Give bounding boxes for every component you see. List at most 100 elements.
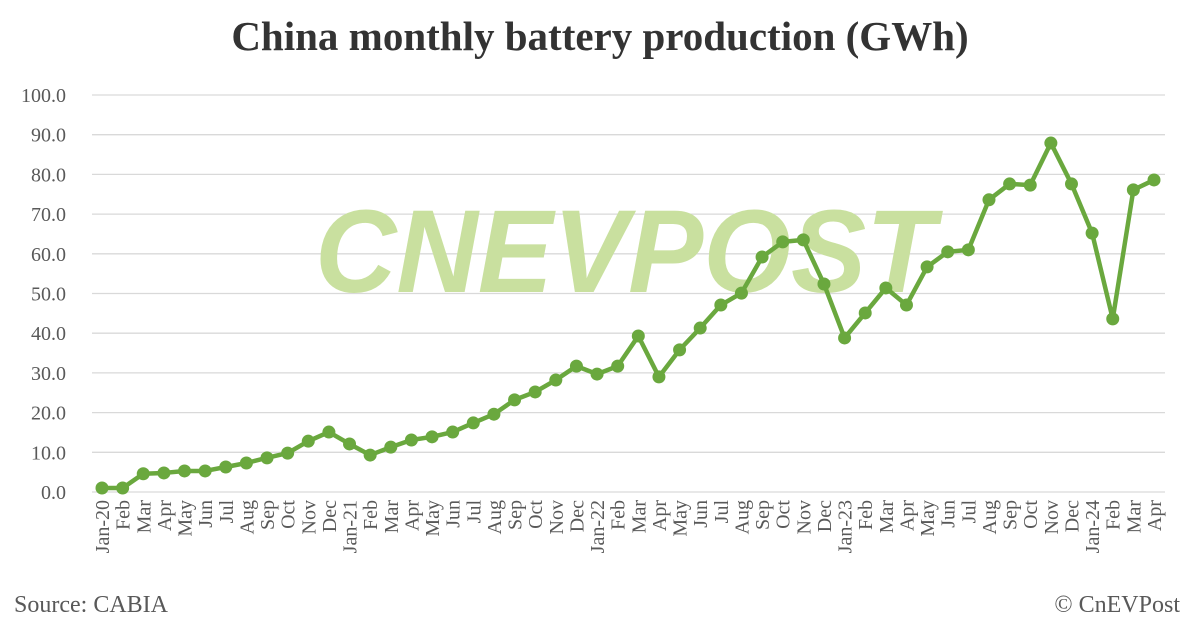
data-point <box>239 456 253 470</box>
data-point <box>281 446 295 460</box>
copyright-note: © CnEVPost <box>1054 592 1180 618</box>
data-point <box>899 298 913 312</box>
data-point <box>590 367 604 381</box>
data-point <box>549 373 563 387</box>
x-tick-label: Jan-24 <box>1082 500 1104 553</box>
data-point <box>198 464 212 478</box>
x-tick-label: Jan-23 <box>835 500 857 553</box>
y-tick-label: 100.0 <box>21 85 66 107</box>
data-point <box>116 481 130 495</box>
x-tick-label: Aug <box>236 500 258 534</box>
data-point <box>1147 173 1161 187</box>
x-tick-label: Aug <box>731 500 753 534</box>
x-tick-label: Sep <box>257 500 279 530</box>
x-tick-label: Sep <box>752 500 774 530</box>
x-tick-label: Jul <box>463 500 485 524</box>
x-tick-label: Apr <box>1144 500 1166 531</box>
data-point <box>941 245 955 259</box>
x-tick-label: Jul <box>958 500 980 524</box>
y-tick-label: 30.0 <box>31 363 66 385</box>
x-tick-label: May <box>917 500 939 537</box>
data-point <box>879 281 893 295</box>
x-tick-label: Feb <box>360 500 382 530</box>
data-point <box>95 481 109 495</box>
x-tick-label: May <box>670 500 692 537</box>
data-point <box>961 243 975 257</box>
data-point <box>982 193 996 207</box>
x-tick-label: Dec <box>566 500 588 532</box>
data-point <box>838 331 852 345</box>
data-point <box>1023 178 1037 192</box>
data-point <box>858 306 872 320</box>
y-tick-label: 10.0 <box>31 442 66 464</box>
data-point <box>1064 177 1078 191</box>
x-tick-label: Mar <box>133 500 155 534</box>
x-tick-label: Oct <box>525 500 547 529</box>
x-tick-label: May <box>422 500 444 537</box>
x-tick-label: Mar <box>1123 500 1145 534</box>
data-point <box>673 343 687 357</box>
x-tick-label: Feb <box>1103 500 1125 530</box>
x-tick-label: Jun <box>938 500 960 528</box>
x-tick-label: Jun <box>443 500 465 528</box>
data-point <box>528 385 542 399</box>
data-point <box>693 321 707 335</box>
x-tick-label: Sep <box>505 500 527 530</box>
data-point <box>631 329 645 343</box>
data-point <box>755 250 769 264</box>
y-tick-label: 70.0 <box>31 204 66 226</box>
data-point <box>178 464 192 478</box>
x-tick-label: Sep <box>1000 500 1022 530</box>
x-tick-label: Mar <box>381 500 403 534</box>
data-point <box>1044 136 1058 150</box>
data-point <box>734 286 748 300</box>
x-tick-label: Jun <box>195 500 217 528</box>
data-point <box>714 298 728 312</box>
data-point <box>508 393 522 407</box>
x-tick-label: Jul <box>711 500 733 524</box>
data-point <box>569 359 583 373</box>
data-point <box>136 467 150 481</box>
data-point <box>1085 226 1099 240</box>
data-point <box>487 407 501 421</box>
y-tick-label: 60.0 <box>31 244 66 266</box>
x-tick-label: Mar <box>628 500 650 534</box>
y-tick-label: 0.0 <box>41 482 66 504</box>
source-note: Source: CABIA <box>14 592 168 618</box>
x-tick-label: Jul <box>216 500 238 524</box>
x-tick-label: Nov <box>298 500 320 534</box>
x-tick-label: Aug <box>979 500 1001 534</box>
y-tick-label: 90.0 <box>31 125 66 147</box>
x-tick-label: Oct <box>1020 500 1042 529</box>
x-tick-label: Feb <box>608 500 630 530</box>
x-tick-label: Oct <box>278 500 300 529</box>
watermark-logo: CNEVPOST <box>315 186 944 318</box>
data-point <box>157 466 171 480</box>
x-tick-label: Dec <box>814 500 836 532</box>
data-point <box>611 359 625 373</box>
chart-title: China monthly battery production (GWh) <box>231 13 969 59</box>
data-point <box>796 233 810 247</box>
x-tick-label: Apr <box>401 500 423 531</box>
x-tick-label: Dec <box>319 500 341 532</box>
x-tick-label: Apr <box>896 500 918 531</box>
x-tick-label: Jan-21 <box>340 500 362 553</box>
x-tick-label: Feb <box>113 500 135 530</box>
x-tick-label: Apr <box>154 500 176 531</box>
y-tick-label: 20.0 <box>31 403 66 425</box>
x-tick-label: Jan-22 <box>587 500 609 553</box>
data-point <box>776 235 790 249</box>
x-tick-label: Feb <box>855 500 877 530</box>
x-tick-label: Oct <box>773 500 795 529</box>
data-point <box>260 451 274 465</box>
x-tick-label: Jan-20 <box>92 500 114 553</box>
data-point <box>466 416 480 430</box>
data-point <box>817 277 831 291</box>
y-tick-label: 80.0 <box>31 164 66 186</box>
data-point <box>363 448 377 462</box>
data-point <box>1003 177 1017 191</box>
y-tick-label: 50.0 <box>31 284 66 306</box>
data-point <box>1126 183 1140 197</box>
data-point <box>301 434 315 448</box>
data-point <box>322 425 336 439</box>
